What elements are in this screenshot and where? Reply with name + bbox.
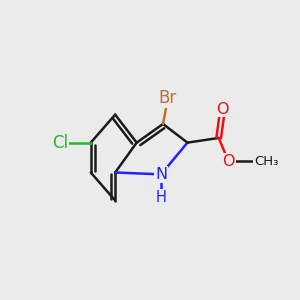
- Text: N: N: [155, 167, 167, 182]
- Text: H: H: [156, 190, 167, 205]
- Text: Cl: Cl: [52, 134, 68, 152]
- Text: O: O: [222, 154, 235, 169]
- Text: CH₃: CH₃: [254, 155, 278, 168]
- Text: O: O: [216, 101, 229, 116]
- Text: Br: Br: [159, 89, 177, 107]
